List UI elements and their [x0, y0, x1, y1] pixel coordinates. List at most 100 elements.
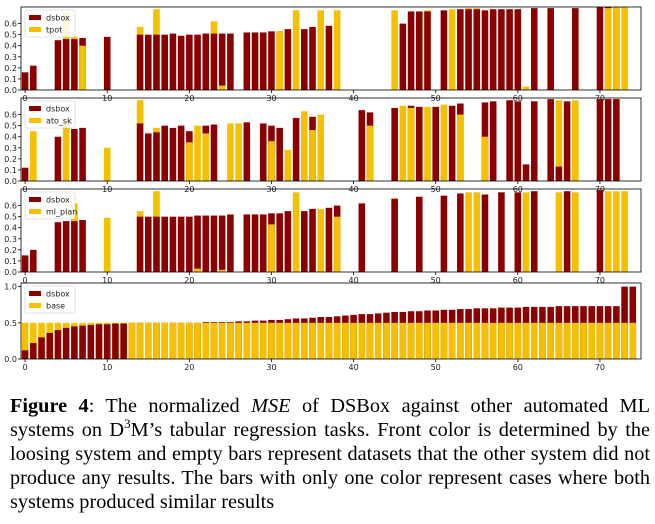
- base-bar: [21, 322, 29, 359]
- x-tick-label: 20: [184, 185, 194, 194]
- dsbox-bar: [145, 133, 152, 181]
- legend: dsbox tpot: [24, 9, 76, 38]
- ato_sk-bar: [366, 125, 374, 181]
- legend-swatch: [29, 15, 41, 20]
- dsbox-bar: [292, 117, 300, 181]
- chart-panel-1: 0 10 20 30 40 50 60 70 0.0 0.1 0.2 0.3 0.4 0.5 0.6 dsbo…: [4, 6, 642, 103]
- ml_plan-bar: [604, 191, 612, 272]
- dsbox-bar: [21, 167, 29, 181]
- dsbox-bar: [136, 123, 144, 181]
- x-tick-label: 40: [348, 94, 358, 103]
- dsbox-bar: [407, 11, 415, 90]
- dsbox-bar: [62, 39, 70, 90]
- dsbox-bar: [547, 99, 554, 181]
- legend-label: dsbox: [46, 290, 70, 299]
- x-tick-label: 70: [595, 94, 605, 103]
- base-bar: [629, 322, 637, 359]
- dsbox-bar: [194, 34, 201, 90]
- dsbox-bar: [153, 132, 160, 181]
- ato_sk-bar: [301, 111, 308, 181]
- ato_sk-bar: [317, 114, 325, 181]
- base-bar: [407, 322, 415, 359]
- base-bar: [227, 322, 234, 359]
- dsbox-bar: [530, 101, 538, 181]
- figure-caption: Figure 4: The normalized MSE of DSBox ag…: [10, 394, 650, 514]
- dsbox-bar: [210, 33, 218, 90]
- base-bar: [342, 322, 349, 359]
- base-bar: [613, 322, 620, 359]
- x-tick-label: 40: [348, 363, 358, 372]
- base-bar: [210, 322, 218, 359]
- ato_sk-bar: [30, 131, 37, 181]
- legend-label: tpot: [46, 26, 62, 35]
- tpot-bar: [604, 8, 612, 90]
- caption-text-2: M’s tabular regression tasks. Front colo…: [10, 419, 650, 513]
- dsbox-bar: [284, 211, 292, 272]
- dsbox-bar: [415, 106, 423, 181]
- base-bar: [161, 322, 168, 359]
- dsbox-bar: [514, 101, 522, 181]
- base-bar: [481, 322, 489, 359]
- ato_sk-bar: [268, 141, 275, 181]
- caption-label: Figure 4: [10, 395, 89, 417]
- dsbox-bar: [506, 100, 513, 181]
- ato_sk-bar: [555, 100, 563, 181]
- x-tick-label: 10: [102, 363, 112, 372]
- base-bar: [473, 322, 481, 359]
- x-tick-label: 20: [184, 276, 194, 285]
- base-bar: [309, 322, 316, 359]
- caption-sup: 3: [124, 416, 131, 432]
- dsbox-bar: [563, 101, 571, 181]
- ato_sk-bar: [227, 123, 234, 181]
- dsbox-bar: [186, 34, 193, 90]
- base-bar: [514, 322, 522, 359]
- legend-label: ml_plan: [46, 208, 77, 217]
- dsbox-bar: [177, 125, 185, 181]
- y-tick-label: 0.0: [4, 177, 17, 186]
- base-bar: [235, 322, 242, 359]
- dsbox-bar: [259, 214, 267, 272]
- x-tick-label: 70: [595, 363, 605, 372]
- base-bar: [251, 322, 259, 359]
- y-tick-label: 0.5: [4, 122, 17, 131]
- caption-metric: MSE: [251, 395, 291, 417]
- dsbox-bar: [136, 216, 144, 272]
- ato_sk-bar: [457, 114, 464, 181]
- dsbox-bar: [448, 105, 456, 181]
- legend-swatch: [29, 197, 41, 202]
- dsbox-bar: [153, 216, 160, 272]
- y-tick-label: 0.3: [4, 235, 17, 244]
- legend-label: dsbox: [46, 105, 70, 114]
- x-tick-label: 0: [23, 94, 28, 103]
- dsbox-bar: [415, 196, 423, 272]
- x-tick-label: 0: [23, 363, 28, 372]
- dsbox-bar: [194, 215, 201, 272]
- dsbox-bar: [284, 29, 292, 91]
- base-bar: [350, 322, 357, 359]
- dsbox-bar: [202, 215, 210, 272]
- legend-swatch: [29, 291, 41, 296]
- ato_sk-bar: [62, 120, 70, 181]
- base-bar: [555, 322, 563, 359]
- ml_plan-bar: [292, 192, 300, 272]
- ml_plan-bar: [194, 268, 201, 272]
- y-tick-label: 0.2: [4, 246, 17, 255]
- dsbox-bar: [30, 343, 37, 359]
- y-tick-label: 0.4: [4, 42, 17, 51]
- dsbox-bar: [71, 39, 78, 90]
- legend-swatch: [29, 106, 41, 111]
- dsbox-bar: [153, 34, 160, 90]
- dsbox-bar: [514, 192, 522, 272]
- base-bar: [489, 322, 497, 359]
- x-tick-label: 50: [431, 363, 441, 372]
- base-bar: [432, 322, 439, 359]
- base-bar: [457, 322, 464, 359]
- ato_sk-bar: [194, 125, 201, 181]
- x-tick-label: 30: [266, 185, 276, 194]
- dsbox-bar: [95, 324, 103, 359]
- base-bar: [243, 322, 251, 359]
- base-bar: [128, 322, 136, 359]
- ato_sk-bar: [202, 133, 210, 181]
- ml_plan-bar: [103, 217, 111, 272]
- chart-panel-4: 0 10 20 30 40 50 60 70 0.0 0.5 1.0 dsbox base: [4, 282, 642, 372]
